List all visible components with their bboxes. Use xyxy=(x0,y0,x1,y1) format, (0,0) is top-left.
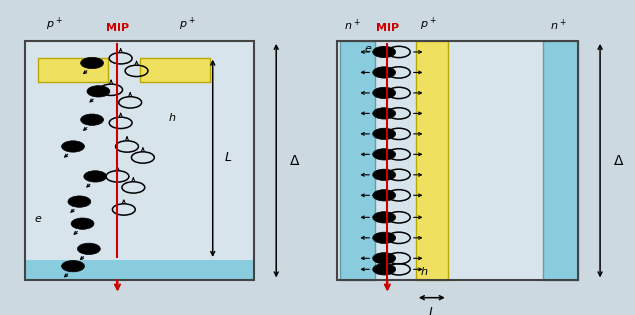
Circle shape xyxy=(373,128,396,140)
Circle shape xyxy=(77,243,100,255)
Bar xyxy=(337,41,578,280)
Bar xyxy=(543,41,578,280)
Circle shape xyxy=(373,108,396,119)
Text: $p^+$: $p^+$ xyxy=(420,16,437,33)
Bar xyxy=(543,41,578,280)
Circle shape xyxy=(373,212,396,223)
Circle shape xyxy=(81,114,104,125)
Circle shape xyxy=(373,253,396,264)
Text: $\Delta$: $\Delta$ xyxy=(289,154,300,168)
Text: $n^+$: $n^+$ xyxy=(344,18,361,33)
Text: $\Delta$: $\Delta$ xyxy=(613,154,624,168)
Bar xyxy=(140,58,210,82)
Bar xyxy=(416,41,448,280)
Circle shape xyxy=(373,169,396,180)
Circle shape xyxy=(373,190,396,201)
Text: $p^+$: $p^+$ xyxy=(46,16,62,33)
Bar xyxy=(25,41,254,280)
Circle shape xyxy=(62,261,84,272)
Circle shape xyxy=(71,218,94,229)
Circle shape xyxy=(373,67,396,78)
Circle shape xyxy=(68,196,91,207)
Text: $L$: $L$ xyxy=(428,306,436,315)
Circle shape xyxy=(373,87,396,99)
Text: MIP: MIP xyxy=(106,23,129,33)
Circle shape xyxy=(373,149,396,160)
Circle shape xyxy=(62,141,84,152)
Bar xyxy=(340,41,375,280)
Bar xyxy=(416,41,448,280)
Circle shape xyxy=(373,264,396,275)
Bar xyxy=(340,41,375,280)
Bar xyxy=(25,41,254,280)
Text: $p^+$: $p^+$ xyxy=(179,16,196,33)
Circle shape xyxy=(373,46,396,58)
Text: h: h xyxy=(168,113,175,123)
Text: $L$: $L$ xyxy=(224,151,232,164)
Text: h: h xyxy=(421,267,428,278)
Text: MIP: MIP xyxy=(376,23,399,33)
Circle shape xyxy=(84,171,107,182)
Text: $n^+$: $n^+$ xyxy=(551,18,567,33)
Text: e: e xyxy=(364,44,371,54)
Circle shape xyxy=(87,86,110,97)
Circle shape xyxy=(81,57,104,69)
Bar xyxy=(25,260,254,280)
Circle shape xyxy=(373,232,396,243)
Text: e: e xyxy=(34,214,41,224)
Bar xyxy=(38,58,108,82)
Bar xyxy=(337,41,578,280)
